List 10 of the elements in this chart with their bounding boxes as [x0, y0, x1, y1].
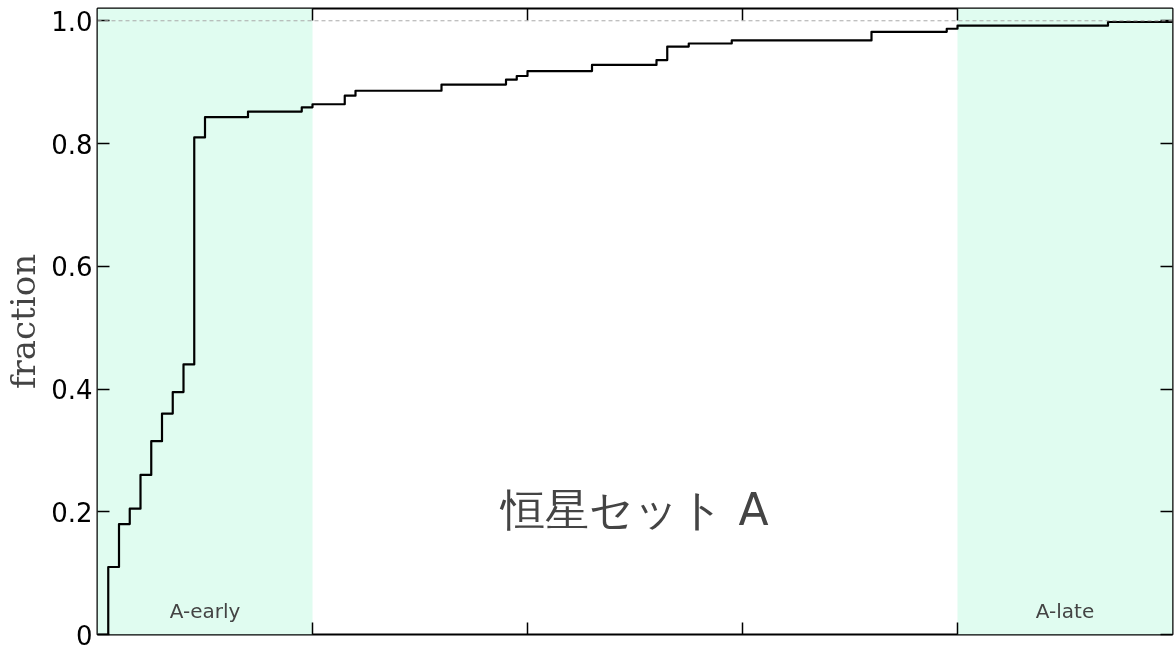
y-tick-label: 1.0	[51, 6, 93, 37]
y-tick-label: 0.4	[51, 375, 93, 406]
y-tick-label: 0.2	[51, 497, 93, 528]
annotation: A-early	[169, 598, 241, 623]
annotation: A-late	[1035, 598, 1095, 623]
y-tick-label: 0	[75, 620, 93, 648]
annotation: 恒星セット A	[499, 483, 769, 535]
y-axis-title: fraction	[3, 253, 44, 390]
y-tick-label: 0.6	[51, 252, 93, 283]
y-tick-label: 0.8	[51, 129, 93, 160]
